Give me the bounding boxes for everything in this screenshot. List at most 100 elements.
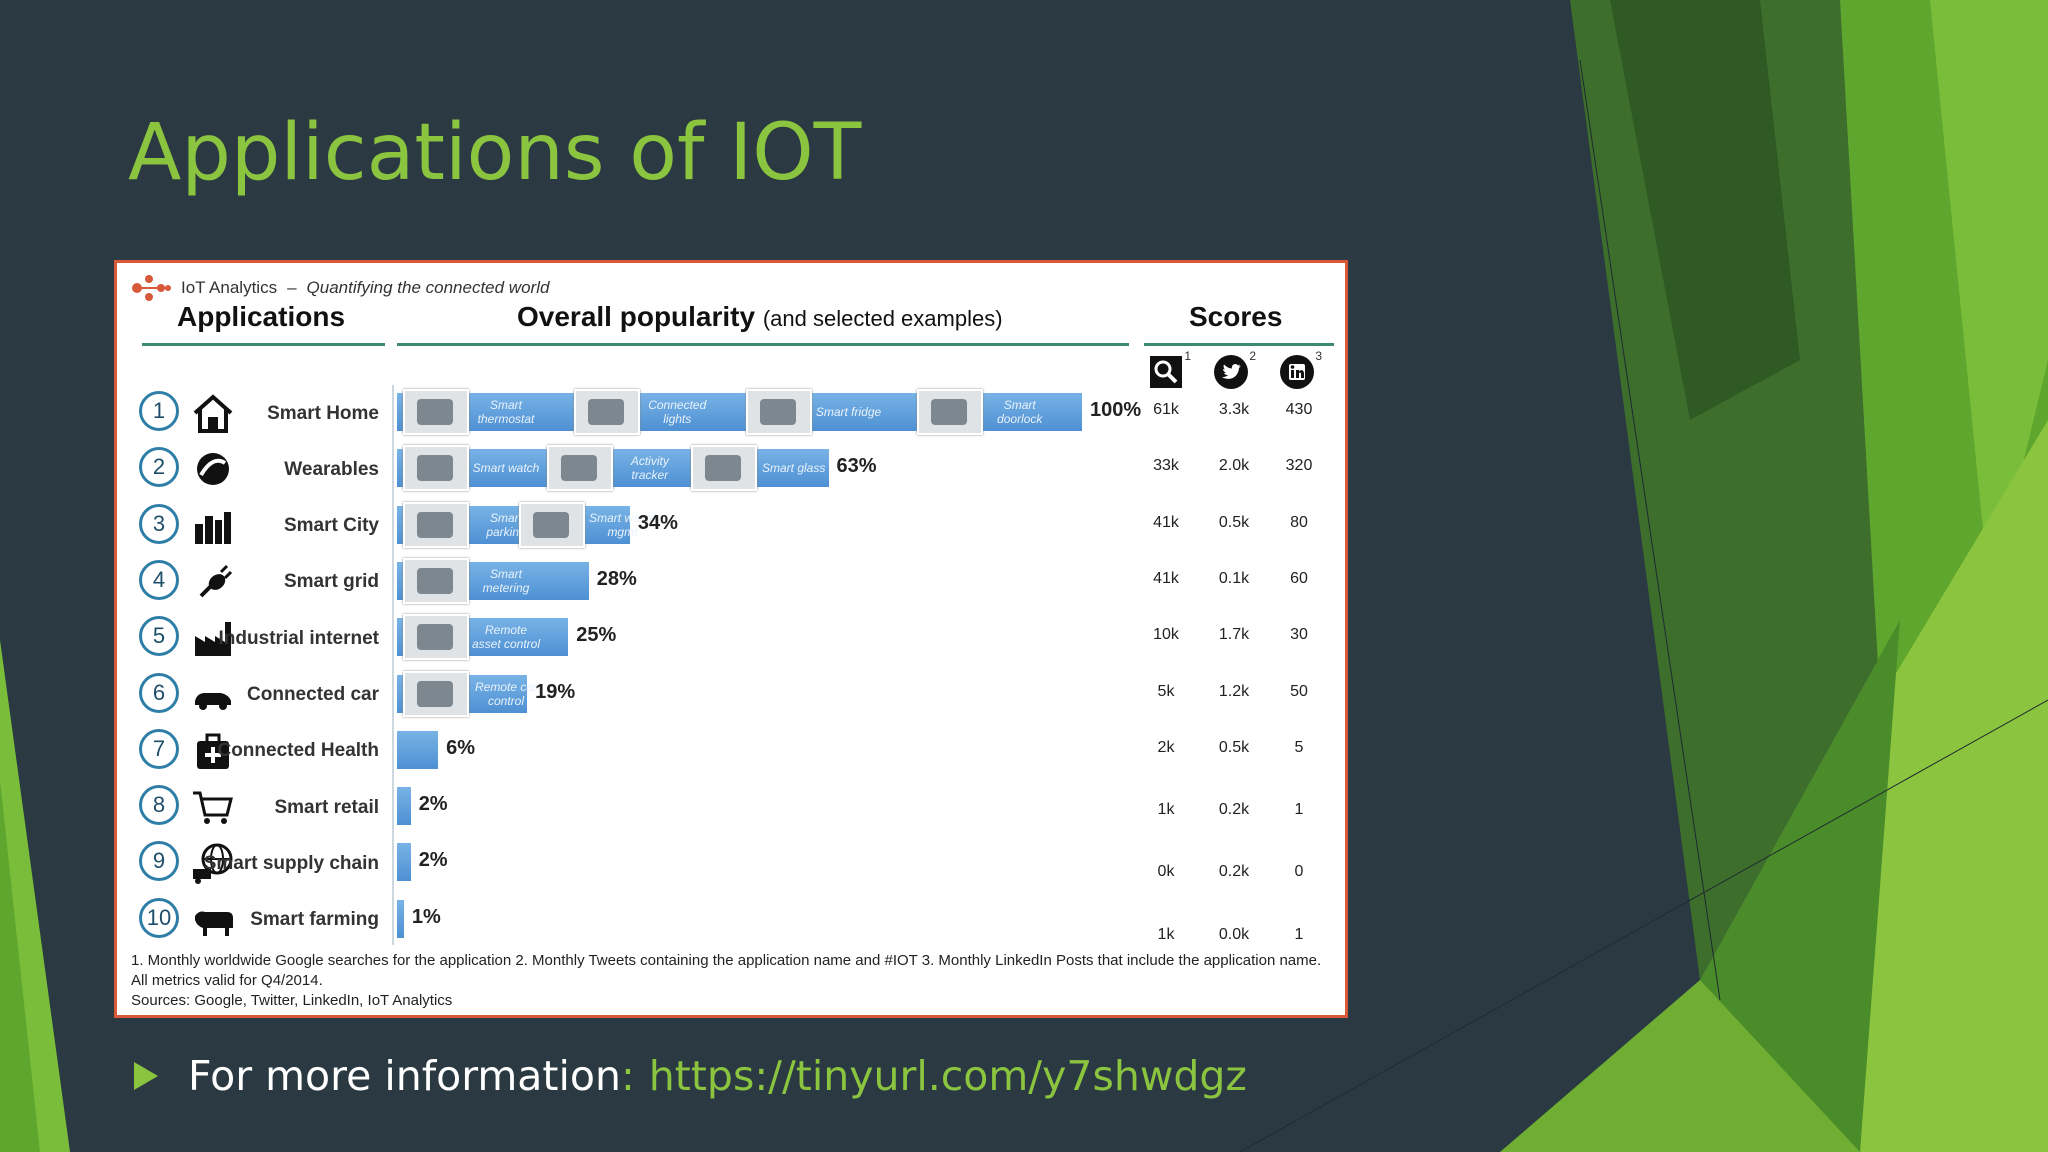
popularity-percent: 63% bbox=[836, 455, 877, 478]
popularity-title: Overall popularity bbox=[517, 301, 756, 332]
iot-analytics-logo-icon bbox=[132, 275, 171, 301]
row-number-badge: 5 bbox=[139, 616, 179, 657]
google-score: 33k bbox=[1153, 457, 1179, 475]
example-tile: Activity tracker bbox=[546, 445, 687, 492]
popularity-percent: 2% bbox=[418, 849, 448, 872]
brand-dash: – bbox=[287, 278, 297, 297]
popularity-percent: 19% bbox=[535, 680, 576, 703]
linkedin-icon: 3 bbox=[1280, 349, 1322, 389]
popularity-bar bbox=[397, 730, 439, 769]
house-icon bbox=[193, 394, 233, 433]
popularity-header: Overall popularity (and selected example… bbox=[517, 301, 1003, 333]
linkedin-score: 320 bbox=[1285, 457, 1313, 475]
popularity-bar bbox=[397, 899, 404, 938]
example-tile: Connected lights bbox=[574, 389, 714, 435]
row-number-badge: 8 bbox=[139, 785, 179, 826]
twitter-score: 0.1k bbox=[1218, 569, 1250, 587]
medkit-icon bbox=[197, 733, 229, 769]
popularity-percent: 6% bbox=[446, 736, 475, 759]
popularity-bar bbox=[397, 843, 411, 882]
example-thumbnail bbox=[403, 614, 469, 661]
twitter-score: 0.2k bbox=[1218, 801, 1250, 819]
row-number-badge: 1 bbox=[139, 391, 179, 431]
plug-icon bbox=[199, 564, 233, 598]
example-thumbnail bbox=[403, 501, 469, 548]
row-number-badge: 10 bbox=[139, 897, 179, 938]
twitter-score: 2.0k bbox=[1218, 457, 1250, 475]
row-number-badge: 6 bbox=[139, 672, 179, 713]
twitter-score: 3.3k bbox=[1218, 401, 1250, 418]
example-thumbnail bbox=[403, 389, 469, 435]
scores-header: Scores bbox=[1189, 301, 1283, 332]
example-tile: Smart metering bbox=[403, 557, 543, 604]
iot-infographic: IoT Analytics – Quantifying the connecte… bbox=[114, 260, 1348, 1018]
axis-line bbox=[392, 385, 394, 945]
bullet-separator: : bbox=[620, 1052, 635, 1100]
slide-title: Applications of IOT bbox=[128, 108, 862, 198]
more-info-link[interactable]: https://tinyurl.com/y7shwdgz bbox=[648, 1052, 1247, 1100]
footnotes: 1. Monthly worldwide Google searches for… bbox=[131, 951, 1331, 1011]
row-number-badge: 4 bbox=[139, 559, 179, 600]
google-score: 61k bbox=[1153, 401, 1179, 418]
search-footnote-mark: 1 bbox=[1184, 349, 1191, 363]
bullet-arrow-icon bbox=[134, 1062, 158, 1090]
twitter-score: 1.2k bbox=[1218, 682, 1250, 700]
brand-tagline: Quantifying the connected world bbox=[306, 278, 550, 297]
example-label: Remote asset control bbox=[471, 623, 541, 652]
google-score: 41k bbox=[1153, 569, 1179, 587]
linkedin-score: 1 bbox=[1294, 801, 1304, 819]
popularity-percent: 34% bbox=[637, 511, 678, 534]
car-icon bbox=[195, 692, 231, 710]
example-label: Smart doorlock bbox=[997, 398, 1043, 426]
example-thumbnail bbox=[574, 389, 641, 435]
application-label: Connected Health bbox=[217, 740, 379, 762]
twitter-score: 0.5k bbox=[1218, 738, 1250, 756]
linkedin-score: 50 bbox=[1290, 682, 1308, 700]
example-tile: Smart glass bbox=[690, 445, 831, 492]
table-row: 1 Smart Home Smart thermostat Connected lig… bbox=[117, 385, 1351, 441]
example-thumbnail bbox=[745, 389, 812, 435]
example-label: Smart metering bbox=[482, 566, 530, 595]
google-score: 1k bbox=[1157, 801, 1175, 819]
application-label: Smart grid bbox=[283, 571, 379, 593]
example-tile: Remote asset control bbox=[403, 614, 543, 661]
bullet-text: For more information bbox=[188, 1052, 621, 1100]
scores-rule bbox=[1144, 343, 1334, 346]
example-thumbnail bbox=[916, 389, 983, 435]
example-thumbnail bbox=[690, 445, 757, 492]
example-label: Smart glass bbox=[762, 461, 826, 476]
popularity-percent: 100% bbox=[1090, 399, 1142, 421]
linkedin-score: 80 bbox=[1290, 513, 1308, 531]
table-row: 7 Connected Health 6% 2k 0.5k 5 bbox=[117, 723, 1351, 779]
footnote-metrics: 1. Monthly worldwide Google searches for… bbox=[131, 952, 1322, 989]
row-number-badge: 9 bbox=[139, 841, 179, 882]
linkedin-score: 30 bbox=[1290, 626, 1308, 644]
twitter-score: 0.5k bbox=[1218, 513, 1250, 531]
table-row: 5 Industrial internet Remote asset control… bbox=[117, 610, 1351, 666]
popularity-percent: 2% bbox=[418, 793, 448, 816]
example-label: Activity tracker bbox=[630, 454, 669, 483]
example-label: Smart waste mgmt bbox=[589, 510, 656, 539]
application-label: Connected car bbox=[247, 684, 379, 705]
popularity-bar bbox=[397, 787, 411, 826]
linkedin-score: 0 bbox=[1294, 863, 1304, 881]
application-label: Smart Home bbox=[267, 402, 379, 424]
search-icon: 1 bbox=[1149, 349, 1191, 389]
example-thumbnail bbox=[546, 445, 613, 492]
brand-name: IoT Analytics bbox=[181, 278, 278, 297]
example-label: Smart fridge bbox=[815, 405, 882, 419]
linkedin-score: 1 bbox=[1294, 925, 1304, 943]
example-thumbnail bbox=[403, 670, 469, 717]
application-label: Industrial internet bbox=[218, 627, 379, 649]
application-label: Wearables bbox=[284, 458, 379, 480]
popularity-percent: 25% bbox=[576, 624, 617, 647]
example-thumbnail bbox=[403, 557, 469, 604]
popularity-percent: 28% bbox=[596, 567, 637, 590]
google-score: 1k bbox=[1157, 925, 1175, 943]
example-label: Smart parking bbox=[486, 510, 526, 539]
row-number-badge: 2 bbox=[139, 447, 179, 488]
example-tile: Smart doorlock bbox=[916, 389, 1057, 435]
google-score: 0k bbox=[1157, 863, 1175, 881]
google-score: 5k bbox=[1157, 682, 1175, 700]
cart-icon bbox=[193, 791, 233, 825]
